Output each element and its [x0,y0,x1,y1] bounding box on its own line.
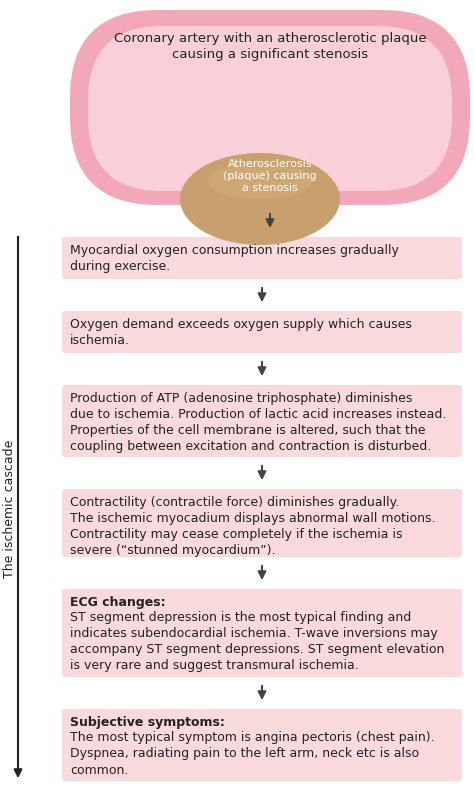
FancyBboxPatch shape [88,26,452,191]
Text: Subjective symptoms:: Subjective symptoms: [70,716,225,729]
Text: Contractility (contractile force) diminishes gradually.
The ischemic myocadium d: Contractility (contractile force) dimini… [70,496,436,557]
Text: ECG changes:: ECG changes: [70,596,165,609]
FancyBboxPatch shape [62,311,462,353]
Ellipse shape [180,153,340,245]
Text: Coronary artery with an atherosclerotic plaque
causing a significant stenosis: Coronary artery with an atherosclerotic … [114,32,426,61]
Text: Myocardial oxygen consumption increases gradually
during exercise.: Myocardial oxygen consumption increases … [70,244,399,273]
FancyBboxPatch shape [62,589,462,677]
Ellipse shape [208,163,312,199]
FancyBboxPatch shape [62,237,462,279]
Text: Production of ATP (adenosine triphosphate) diminishes
due to ischemia. Productio: Production of ATP (adenosine triphosphat… [70,392,447,453]
Text: ST segment depression is the most typical finding and
indicates subendocardial i: ST segment depression is the most typica… [70,611,444,672]
Text: Oxygen demand exceeds oxygen supply which causes
ischemia.: Oxygen demand exceeds oxygen supply whic… [70,318,412,347]
FancyBboxPatch shape [62,709,462,781]
Text: The ischemic cascade: The ischemic cascade [3,440,17,578]
FancyBboxPatch shape [62,385,462,457]
Text: The most typical symptom is angina pectoris (chest pain).
Dyspnea, radiating pai: The most typical symptom is angina pecto… [70,732,435,776]
Text: Atherosclerosis
(plaque) causing
a stenosis: Atherosclerosis (plaque) causing a steno… [223,158,317,193]
FancyBboxPatch shape [70,10,470,205]
FancyBboxPatch shape [62,489,462,557]
